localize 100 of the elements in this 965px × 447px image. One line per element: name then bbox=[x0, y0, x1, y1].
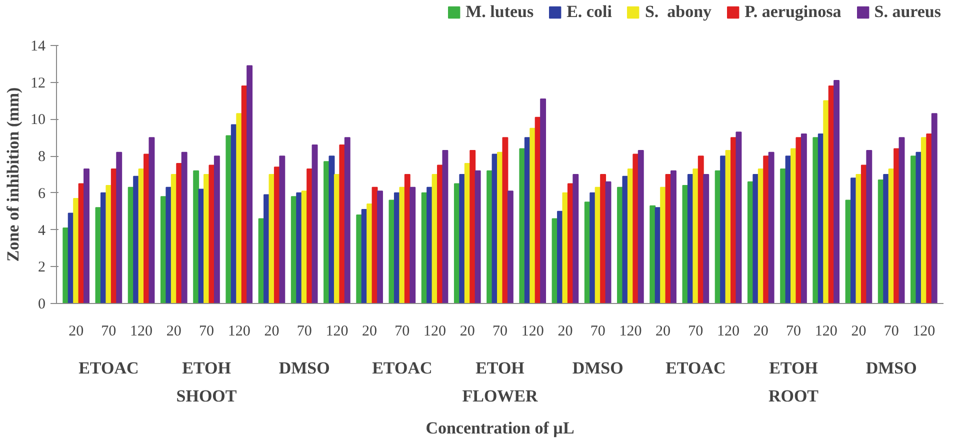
bar bbox=[268, 174, 275, 304]
bar bbox=[796, 137, 802, 304]
y-tick-label: 12 bbox=[30, 75, 46, 92]
bar bbox=[116, 152, 122, 304]
bar bbox=[399, 186, 406, 304]
bar bbox=[600, 174, 606, 304]
bar bbox=[339, 144, 346, 304]
bar bbox=[148, 137, 155, 304]
bar bbox=[530, 128, 536, 304]
text: DMSO bbox=[866, 358, 917, 378]
bar bbox=[208, 164, 215, 304]
bar bbox=[540, 98, 546, 304]
x-tick-label: 70 bbox=[101, 324, 116, 340]
bar bbox=[236, 113, 242, 304]
bar bbox=[73, 198, 80, 304]
text: FLOWER bbox=[462, 386, 539, 406]
x-tick-label: 120 bbox=[619, 324, 642, 340]
bar bbox=[226, 135, 232, 304]
x-tick-label: 20 bbox=[68, 324, 84, 340]
y-tick-label: 10 bbox=[30, 112, 46, 128]
bar bbox=[894, 148, 900, 304]
bar bbox=[605, 181, 612, 304]
x-tick-label: 70 bbox=[688, 324, 704, 340]
bar bbox=[366, 203, 373, 304]
bar bbox=[692, 168, 699, 304]
bar bbox=[193, 170, 200, 304]
bar bbox=[426, 186, 433, 304]
bar bbox=[638, 150, 644, 304]
bar bbox=[474, 170, 481, 304]
legend-label: P. aeruginosa bbox=[744, 2, 842, 22]
x-tick-label: 120 bbox=[130, 324, 153, 340]
x-tick-label: 120 bbox=[912, 324, 936, 340]
text: DMSO bbox=[278, 358, 330, 378]
x-tick-label: 20 bbox=[558, 324, 573, 340]
bar bbox=[856, 174, 862, 304]
bar bbox=[181, 152, 188, 304]
bar bbox=[214, 156, 220, 304]
x-tick-label: 120 bbox=[521, 324, 544, 340]
legend-label: S. abony bbox=[644, 2, 712, 22]
x-tick-label: 20 bbox=[460, 324, 475, 340]
bar bbox=[736, 132, 742, 304]
text: ROOT bbox=[768, 386, 820, 406]
x-tick-label: 70 bbox=[492, 324, 508, 340]
bar bbox=[834, 80, 840, 304]
bar bbox=[812, 137, 819, 304]
text: ETOAC bbox=[372, 358, 432, 378]
bar bbox=[62, 227, 69, 304]
x-tick-label: 120 bbox=[424, 324, 446, 340]
bar bbox=[670, 170, 676, 304]
bar bbox=[519, 148, 526, 304]
bar bbox=[752, 174, 759, 304]
bar bbox=[572, 174, 579, 304]
bar bbox=[106, 185, 112, 304]
bar bbox=[720, 156, 726, 304]
text: ETOH bbox=[769, 358, 818, 378]
bar bbox=[486, 170, 493, 304]
bar bbox=[507, 190, 514, 304]
bar bbox=[279, 156, 286, 304]
bar bbox=[246, 65, 253, 304]
bar bbox=[883, 174, 890, 304]
text: ETOH bbox=[182, 358, 231, 378]
bar bbox=[590, 192, 596, 304]
bar bbox=[166, 186, 172, 304]
bar bbox=[502, 137, 508, 304]
bar bbox=[176, 162, 182, 304]
bar bbox=[356, 214, 362, 304]
text: DMSO bbox=[572, 358, 624, 378]
y-tick-label: 2 bbox=[38, 260, 46, 276]
legend-label: E. coli bbox=[566, 2, 612, 22]
x-axis-title: Concentration of µL bbox=[426, 418, 574, 438]
bar bbox=[800, 133, 807, 304]
text: SHOOT bbox=[176, 386, 238, 406]
x-tick-label: 120 bbox=[228, 324, 250, 340]
bar bbox=[931, 113, 938, 304]
x-tick-label: 120 bbox=[326, 324, 348, 340]
bar bbox=[926, 133, 932, 304]
bar bbox=[442, 150, 448, 304]
y-tick-label: 0 bbox=[38, 296, 46, 312]
text: ETOAC bbox=[78, 358, 139, 378]
x-tick-label: 70 bbox=[884, 324, 899, 340]
bar bbox=[84, 168, 90, 304]
bar bbox=[344, 137, 350, 304]
x-tick-label: 20 bbox=[362, 324, 378, 340]
bar bbox=[622, 176, 628, 304]
bar bbox=[632, 154, 639, 304]
bar bbox=[768, 152, 774, 304]
bar bbox=[324, 161, 330, 304]
y-tick-label: 8 bbox=[38, 149, 46, 166]
x-tick-label: 20 bbox=[264, 324, 280, 340]
y-tick-label: 6 bbox=[38, 186, 46, 202]
bar bbox=[763, 156, 770, 304]
x-tick-label: 20 bbox=[656, 324, 671, 340]
x-tick-label: 20 bbox=[753, 324, 768, 340]
bar bbox=[296, 192, 302, 304]
x-tick-label: 120 bbox=[814, 324, 838, 340]
text: ETOH bbox=[476, 358, 524, 378]
bar bbox=[660, 186, 666, 304]
x-tick-label: 70 bbox=[786, 324, 801, 340]
text: ETOAC bbox=[666, 358, 726, 378]
x-tick-label: 70 bbox=[590, 324, 606, 340]
